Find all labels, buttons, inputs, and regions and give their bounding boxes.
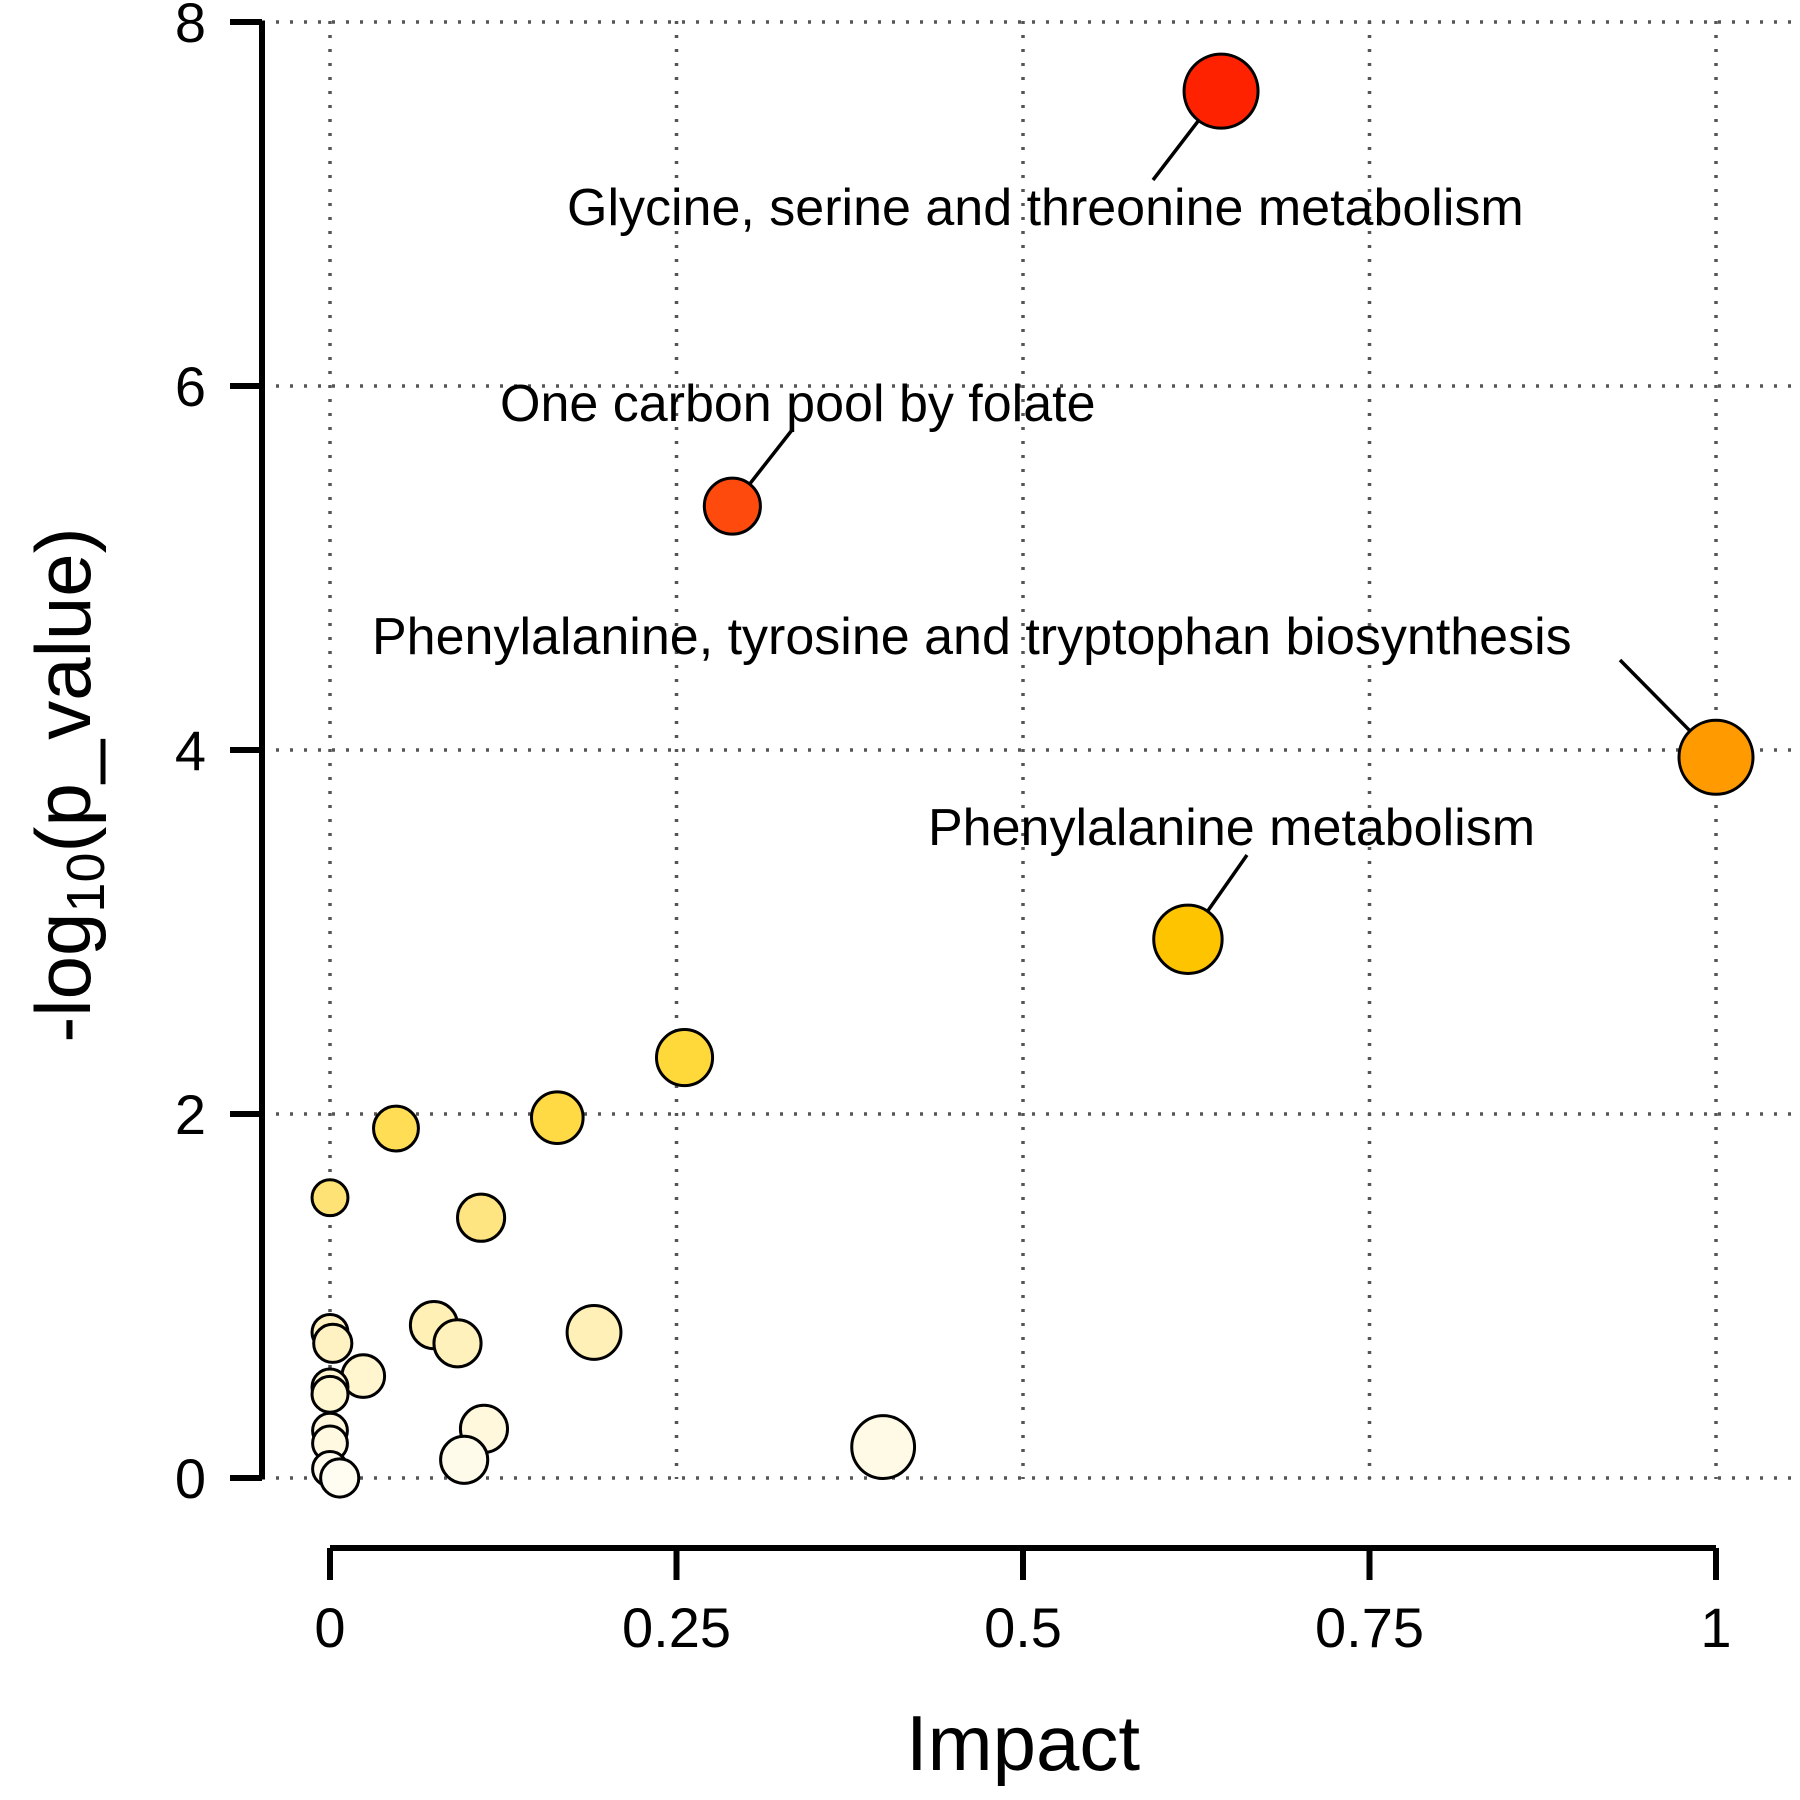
data-points [310, 52, 1755, 1499]
annotation-leader-0 [1151, 119, 1200, 182]
y-axis-title-main: -log [19, 913, 107, 1043]
annotation-leader-1 [748, 428, 794, 486]
data-point-0 [1182, 52, 1260, 130]
x-tick-label-2: 0.5 [984, 1596, 1062, 1659]
y-axis-title: -log10(p_value) [19, 527, 116, 1042]
y-axis-title-tail: (p_value) [19, 527, 107, 852]
x-ticks: 0 0.25 0.5 0.75 1 [314, 1548, 1732, 1659]
data-point-16 [310, 1374, 350, 1414]
x-tick-label-0: 0 [314, 1596, 345, 1659]
data-point-21 [439, 1434, 490, 1485]
y-tick-label-1: 2 [175, 1083, 206, 1146]
data-point-4 [654, 1028, 715, 1088]
data-point-6 [372, 1104, 420, 1153]
data-point-1 [702, 476, 762, 536]
y-tick-label-3: 6 [175, 355, 206, 418]
data-point-13 [312, 1322, 354, 1364]
data-point-11 [432, 1318, 483, 1369]
y-tick-label-2: 4 [175, 719, 206, 782]
y-tick-label-0: 0 [175, 1447, 206, 1510]
y-axis-title-subscript: 10 [56, 853, 116, 913]
y-tick-label-4: 8 [175, 0, 206, 54]
annotation-label-0: Glycine, serine and threonine metabolism [567, 179, 1524, 237]
data-point-7 [310, 1178, 350, 1218]
data-point-2 [1677, 718, 1755, 796]
data-point-8 [456, 1192, 507, 1243]
annotations: Glycine, serine and threonine metabolism… [372, 179, 1572, 857]
x-tick-label-1: 0.25 [622, 1596, 731, 1659]
annotation-label-3: Phenylalanine metabolism [928, 799, 1535, 857]
annotation-leader-3 [1206, 853, 1249, 913]
data-point-5 [530, 1090, 585, 1145]
annotation-label-2: Phenylalanine, tyrosine and tryptophan b… [372, 608, 1572, 666]
annotation-leaders [748, 119, 1692, 913]
grid-lines [262, 20, 1792, 1480]
data-point-3 [1152, 903, 1224, 975]
axes [259, 21, 1716, 1551]
annotation-leader-2 [1618, 658, 1692, 733]
data-point-20 [850, 1414, 917, 1480]
annotation-label-1: One carbon pool by folate [500, 375, 1096, 433]
x-tick-label-3: 0.75 [1315, 1596, 1424, 1659]
x-tick-label-4: 1 [1700, 1596, 1731, 1659]
y-ticks: 0 2 4 6 8 [175, 0, 262, 1510]
data-point-23 [319, 1457, 361, 1499]
data-point-9 [565, 1303, 623, 1361]
x-axis-title: Impact [906, 1699, 1140, 1787]
